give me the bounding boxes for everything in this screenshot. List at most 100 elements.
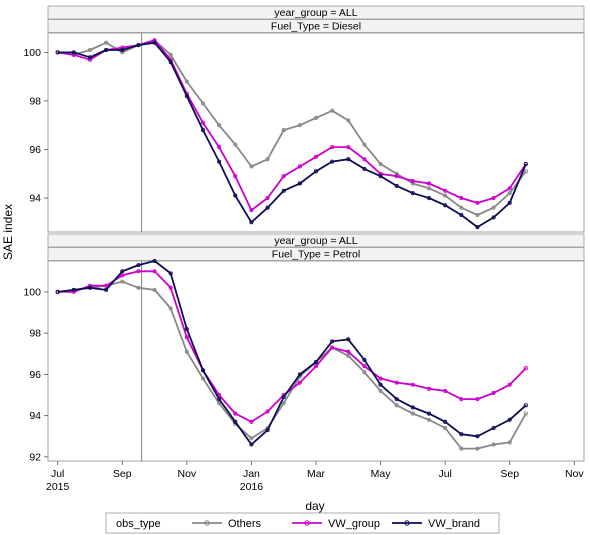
strip-top-label: year_group = ALL — [274, 7, 357, 19]
data-point — [459, 432, 464, 437]
strip-bottom-box — [47, 247, 585, 261]
data-point — [443, 193, 448, 198]
series-VW_group — [55, 269, 528, 424]
data-point — [346, 118, 351, 123]
data-point — [443, 188, 448, 193]
plot-frame — [47, 32, 585, 233]
y-tick-label: 96 — [29, 144, 41, 156]
data-point — [507, 191, 512, 196]
data-point — [297, 380, 302, 385]
legend: obs_type Others VW_group VW_brand — [105, 512, 500, 534]
data-point — [459, 205, 464, 210]
x-tick-label: Jul — [51, 468, 64, 480]
data-point — [475, 434, 480, 439]
data-point — [120, 279, 125, 284]
x-tick-label: Nov — [565, 468, 584, 480]
data-point — [313, 359, 319, 365]
series-line-VW_brand — [57, 260, 527, 446]
data-point — [297, 123, 302, 128]
data-point — [297, 372, 302, 377]
x-tick-label: Sep — [500, 468, 519, 480]
legend-label: VW_group — [328, 518, 380, 530]
data-point — [523, 366, 528, 371]
data-point — [491, 215, 496, 220]
x-tick-label: May — [371, 468, 392, 480]
y-tick-label: 98 — [29, 95, 41, 107]
data-point — [362, 357, 367, 363]
data-point — [184, 349, 189, 354]
data-point — [426, 195, 432, 201]
data-point — [104, 40, 109, 45]
data-point — [378, 174, 383, 179]
data-point — [184, 94, 189, 99]
data-point — [168, 285, 173, 290]
data-point — [475, 446, 480, 451]
data-point — [394, 380, 399, 385]
data-point — [394, 174, 399, 179]
data-point — [475, 397, 480, 402]
data-point — [217, 159, 222, 164]
series-line-VW_brand — [57, 41, 527, 229]
strip-bottom-box — [47, 19, 585, 33]
data-point — [507, 186, 512, 191]
data-point — [475, 212, 480, 218]
data-point — [491, 425, 496, 431]
data-point — [378, 382, 383, 387]
data-point — [168, 60, 173, 65]
x-tick-year-label: 2016 — [240, 481, 264, 493]
x-tick-label: Nov — [177, 468, 196, 480]
y-tick-label: 98 — [29, 328, 41, 340]
data-point — [346, 353, 351, 358]
data-point — [200, 128, 206, 133]
data-point — [281, 128, 286, 133]
data-point — [233, 411, 238, 416]
y-tick-label: 94 — [29, 410, 41, 422]
legend-item-VW_group: VW_group — [292, 518, 380, 530]
data-point — [104, 47, 109, 53]
data-point — [459, 397, 464, 402]
data-point — [507, 382, 512, 387]
data-point — [233, 419, 238, 424]
data-point — [410, 178, 415, 184]
data-point — [426, 411, 432, 416]
data-point — [217, 401, 222, 406]
data-point — [523, 403, 528, 408]
legend-item-Others: Others — [192, 518, 262, 530]
x-tick-label: Jan — [243, 468, 260, 480]
data-point — [330, 145, 335, 150]
data-point — [265, 157, 270, 162]
data-point — [313, 154, 319, 159]
data-point — [362, 370, 367, 375]
data-point — [184, 79, 189, 84]
data-point — [281, 401, 286, 406]
data-point — [362, 157, 367, 162]
data-point — [200, 101, 206, 106]
x-tick-label: Sep — [113, 468, 132, 480]
data-point — [152, 258, 157, 264]
series-VW_brand — [55, 258, 528, 447]
data-point — [281, 395, 286, 400]
data-point — [410, 411, 415, 416]
data-point — [87, 47, 93, 53]
data-point — [168, 271, 173, 276]
data-point — [120, 47, 125, 53]
data-point — [410, 382, 415, 387]
data-point — [362, 142, 367, 147]
data-point — [346, 157, 351, 162]
data-point — [265, 205, 270, 210]
data-point — [152, 40, 157, 45]
data-point — [152, 269, 157, 274]
data-point — [168, 52, 173, 57]
data-point — [200, 120, 206, 125]
data-point — [249, 164, 254, 169]
data-point — [330, 159, 335, 164]
data-point — [104, 287, 109, 292]
data-point — [120, 269, 125, 274]
legend-label: VW_brand — [428, 518, 480, 530]
panel-1: year_group = ALL Fuel_Type = Petrol 92 94 96… — [23, 233, 585, 463]
data-point — [330, 108, 335, 113]
data-point — [378, 388, 383, 393]
